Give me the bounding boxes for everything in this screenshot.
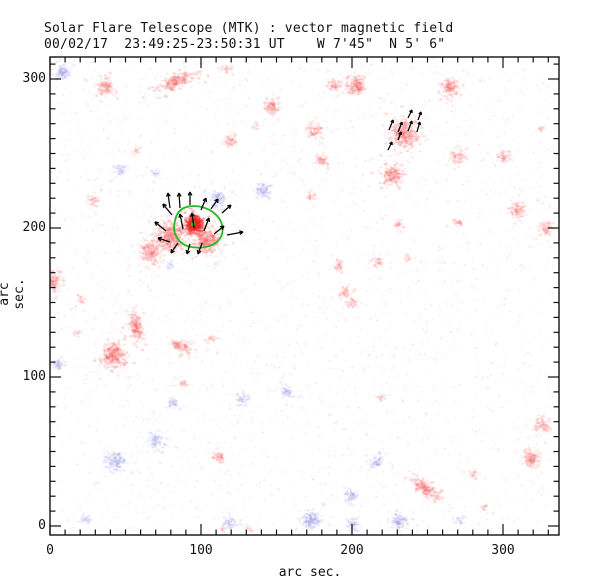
x-tick-label: 0 [46,543,54,558]
y-tick-label: 100 [22,369,46,384]
plot-title: Solar Flare Telescope (MTK) : vector mag… [44,21,454,36]
x-tick-label: 300 [491,543,515,558]
y-tick-label: 300 [22,71,46,86]
x-tick-label: 200 [340,543,364,558]
y-tick-label: 200 [22,220,46,235]
y-tick-label: 0 [38,518,46,533]
plot-subtitle-datetime: 00/02/17 23:49:25-23:50:31 UT W 7'45" N … [44,37,446,52]
x-tick-label: 100 [189,543,213,558]
x-axis-label: arc sec. [278,565,342,580]
y-axis-label: arc sec. [0,278,27,310]
